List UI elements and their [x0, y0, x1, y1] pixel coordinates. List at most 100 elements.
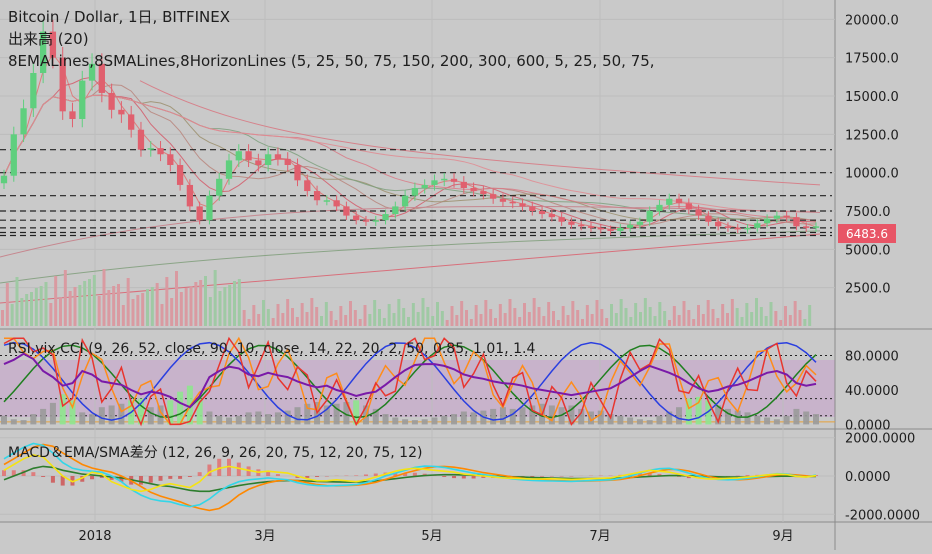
candle-body [118, 110, 124, 115]
volume-bar [765, 316, 768, 326]
volume-bar [388, 304, 391, 326]
vix-bar [216, 416, 222, 425]
vix-bar [226, 418, 232, 425]
vix-bar [148, 407, 154, 424]
candle-body [108, 93, 114, 110]
macd-tick-label: 2000.0000 [845, 432, 915, 447]
volume-bar [528, 312, 531, 326]
oscillator-indicator-label[interactable]: RSI,vix,CCI (9, 26, 52, close, 90, 10, c… [8, 341, 535, 357]
volume-bar [707, 300, 710, 326]
last-price-label: 6483.6 [846, 227, 888, 241]
volume-bar [538, 307, 541, 326]
vix-bar [764, 418, 770, 425]
macd-indicator-label[interactable]: MACD＆EMA/SMA差分 (12, 26, 9, 26, 20, 75, 1… [8, 445, 422, 461]
volume-bar [74, 287, 77, 326]
candle-body [480, 191, 486, 194]
vix-bar [30, 414, 36, 424]
ma-indicator-label[interactable]: 8EMALines,8SMALines,8HorizonLines (5, 25… [8, 52, 655, 70]
candle-body [695, 209, 701, 215]
time-tick-label: 3月 [254, 529, 275, 544]
volume-bar [533, 298, 536, 326]
volume-bar [252, 305, 255, 326]
vix-bar [255, 412, 261, 425]
vix-bar [21, 420, 27, 424]
vix-bar [588, 412, 594, 425]
vix-bar [676, 407, 682, 424]
price-tick-label: 10000.0 [845, 167, 899, 182]
volume-bar [364, 305, 367, 326]
vix-bar [774, 419, 780, 424]
vix-bar [109, 405, 115, 424]
volume-bar [755, 298, 758, 326]
candle-body [637, 222, 643, 225]
volume-indicator-label[interactable]: 出来高 (20) [8, 30, 89, 48]
candle-body [1, 176, 7, 184]
chart-title[interactable]: Bitcoin / Dollar, 1日, BITFINEX [8, 8, 230, 26]
volume-bar [451, 306, 454, 326]
volume-bar [504, 313, 507, 326]
price-tick-label: 20000.0 [845, 13, 899, 28]
macd-histogram-bar [41, 476, 45, 477]
candle-body [363, 220, 369, 222]
volume-bar [683, 301, 686, 326]
macd-tick-label: -2000.0000 [845, 508, 920, 523]
volume-bar [122, 305, 125, 326]
candle-body [402, 196, 408, 207]
volume-bar [219, 291, 222, 326]
vix-bar [40, 409, 46, 425]
vix-bar [627, 418, 633, 425]
volume-bar [774, 311, 777, 326]
volume-bar [779, 320, 782, 326]
candle-body [529, 206, 535, 211]
volume-bar [291, 308, 294, 326]
volume-bar [417, 312, 420, 326]
candle-body [647, 211, 653, 222]
volume-bar [567, 315, 570, 326]
volume-bar [489, 309, 492, 326]
volume-bar [315, 307, 318, 326]
candle-body [754, 223, 760, 228]
candle-body [255, 160, 261, 165]
volume-bar [59, 297, 62, 326]
volume-bar [600, 309, 603, 326]
candle-body [568, 222, 574, 225]
volume-bar [552, 311, 555, 326]
volume-bar [98, 296, 101, 326]
volume-bar [359, 319, 362, 326]
volume-bar [238, 279, 241, 326]
volume-bar [228, 285, 231, 326]
macd-histogram-bar [198, 472, 202, 476]
volume-bar [103, 269, 106, 326]
volume-bar [736, 308, 739, 326]
vix-bar [431, 418, 437, 425]
vix-bar [236, 416, 242, 425]
volume-bar [397, 299, 400, 326]
volume-bar [20, 298, 23, 326]
vix-bar [11, 419, 17, 424]
candle-body [666, 199, 672, 205]
volume-bar [576, 310, 579, 326]
candle-body [69, 111, 75, 119]
candle-body [519, 203, 525, 206]
volume-bar [480, 314, 483, 326]
candle-body [539, 211, 545, 214]
candle-body [813, 226, 819, 228]
price-tick-label: 17500.0 [845, 52, 899, 67]
volume-bar [721, 304, 724, 326]
candle-body [285, 159, 291, 165]
candle-body [686, 203, 692, 209]
price-tick-label: 5000.0 [845, 243, 891, 258]
vix-bar [656, 416, 662, 425]
macd-histogram-bar [178, 476, 182, 479]
volume-bar [54, 276, 57, 326]
volume-bar [214, 270, 217, 326]
price-tick-label: 12500.0 [845, 128, 899, 143]
volume-bar [190, 286, 193, 326]
candle-body [578, 225, 584, 227]
macd-histogram-bar [364, 474, 368, 476]
vix-bar [412, 420, 418, 424]
volume-bar [107, 290, 110, 326]
volume-bar [170, 298, 173, 326]
